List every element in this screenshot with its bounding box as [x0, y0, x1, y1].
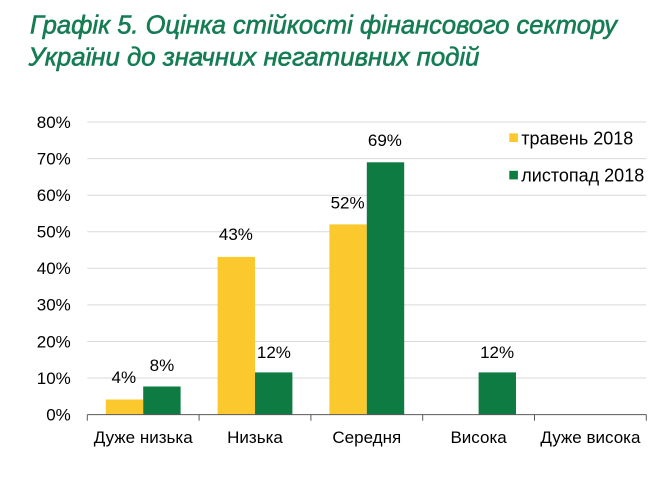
svg-text:Дуже висока: Дуже висока	[540, 428, 641, 447]
svg-text:4%: 4%	[112, 368, 137, 387]
svg-text:Дуже низька: Дуже низька	[94, 428, 193, 447]
svg-text:70%: 70%	[37, 149, 71, 168]
svg-text:0%: 0%	[46, 405, 71, 424]
svg-text:20%: 20%	[37, 332, 71, 351]
svg-text:Середня: Середня	[332, 428, 401, 447]
svg-text:травень 2018: травень 2018	[521, 128, 633, 148]
svg-text:10%: 10%	[37, 369, 71, 388]
svg-text:12%: 12%	[480, 343, 514, 362]
svg-text:Графік 5. Оцінка стійкості фін: Графік 5. Оцінка стійкості фінансового с…	[30, 10, 619, 40]
svg-text:12%: 12%	[257, 343, 291, 362]
svg-text:80%: 80%	[37, 113, 71, 132]
svg-text:30%: 30%	[37, 296, 71, 315]
svg-text:8%: 8%	[150, 356, 175, 375]
svg-text:69%: 69%	[368, 131, 402, 150]
svg-text:60%: 60%	[37, 186, 71, 205]
svg-text:43%: 43%	[219, 225, 253, 244]
svg-text:50%: 50%	[37, 223, 71, 242]
svg-text:Низька: Низька	[227, 428, 283, 447]
svg-text:Висока: Висока	[450, 428, 507, 447]
svg-text:40%: 40%	[37, 259, 71, 278]
svg-text:листопад 2018: листопад 2018	[521, 166, 644, 186]
svg-text:України до значних негативних: України до значних негативних подій	[28, 42, 480, 72]
svg-text:52%: 52%	[331, 194, 365, 213]
